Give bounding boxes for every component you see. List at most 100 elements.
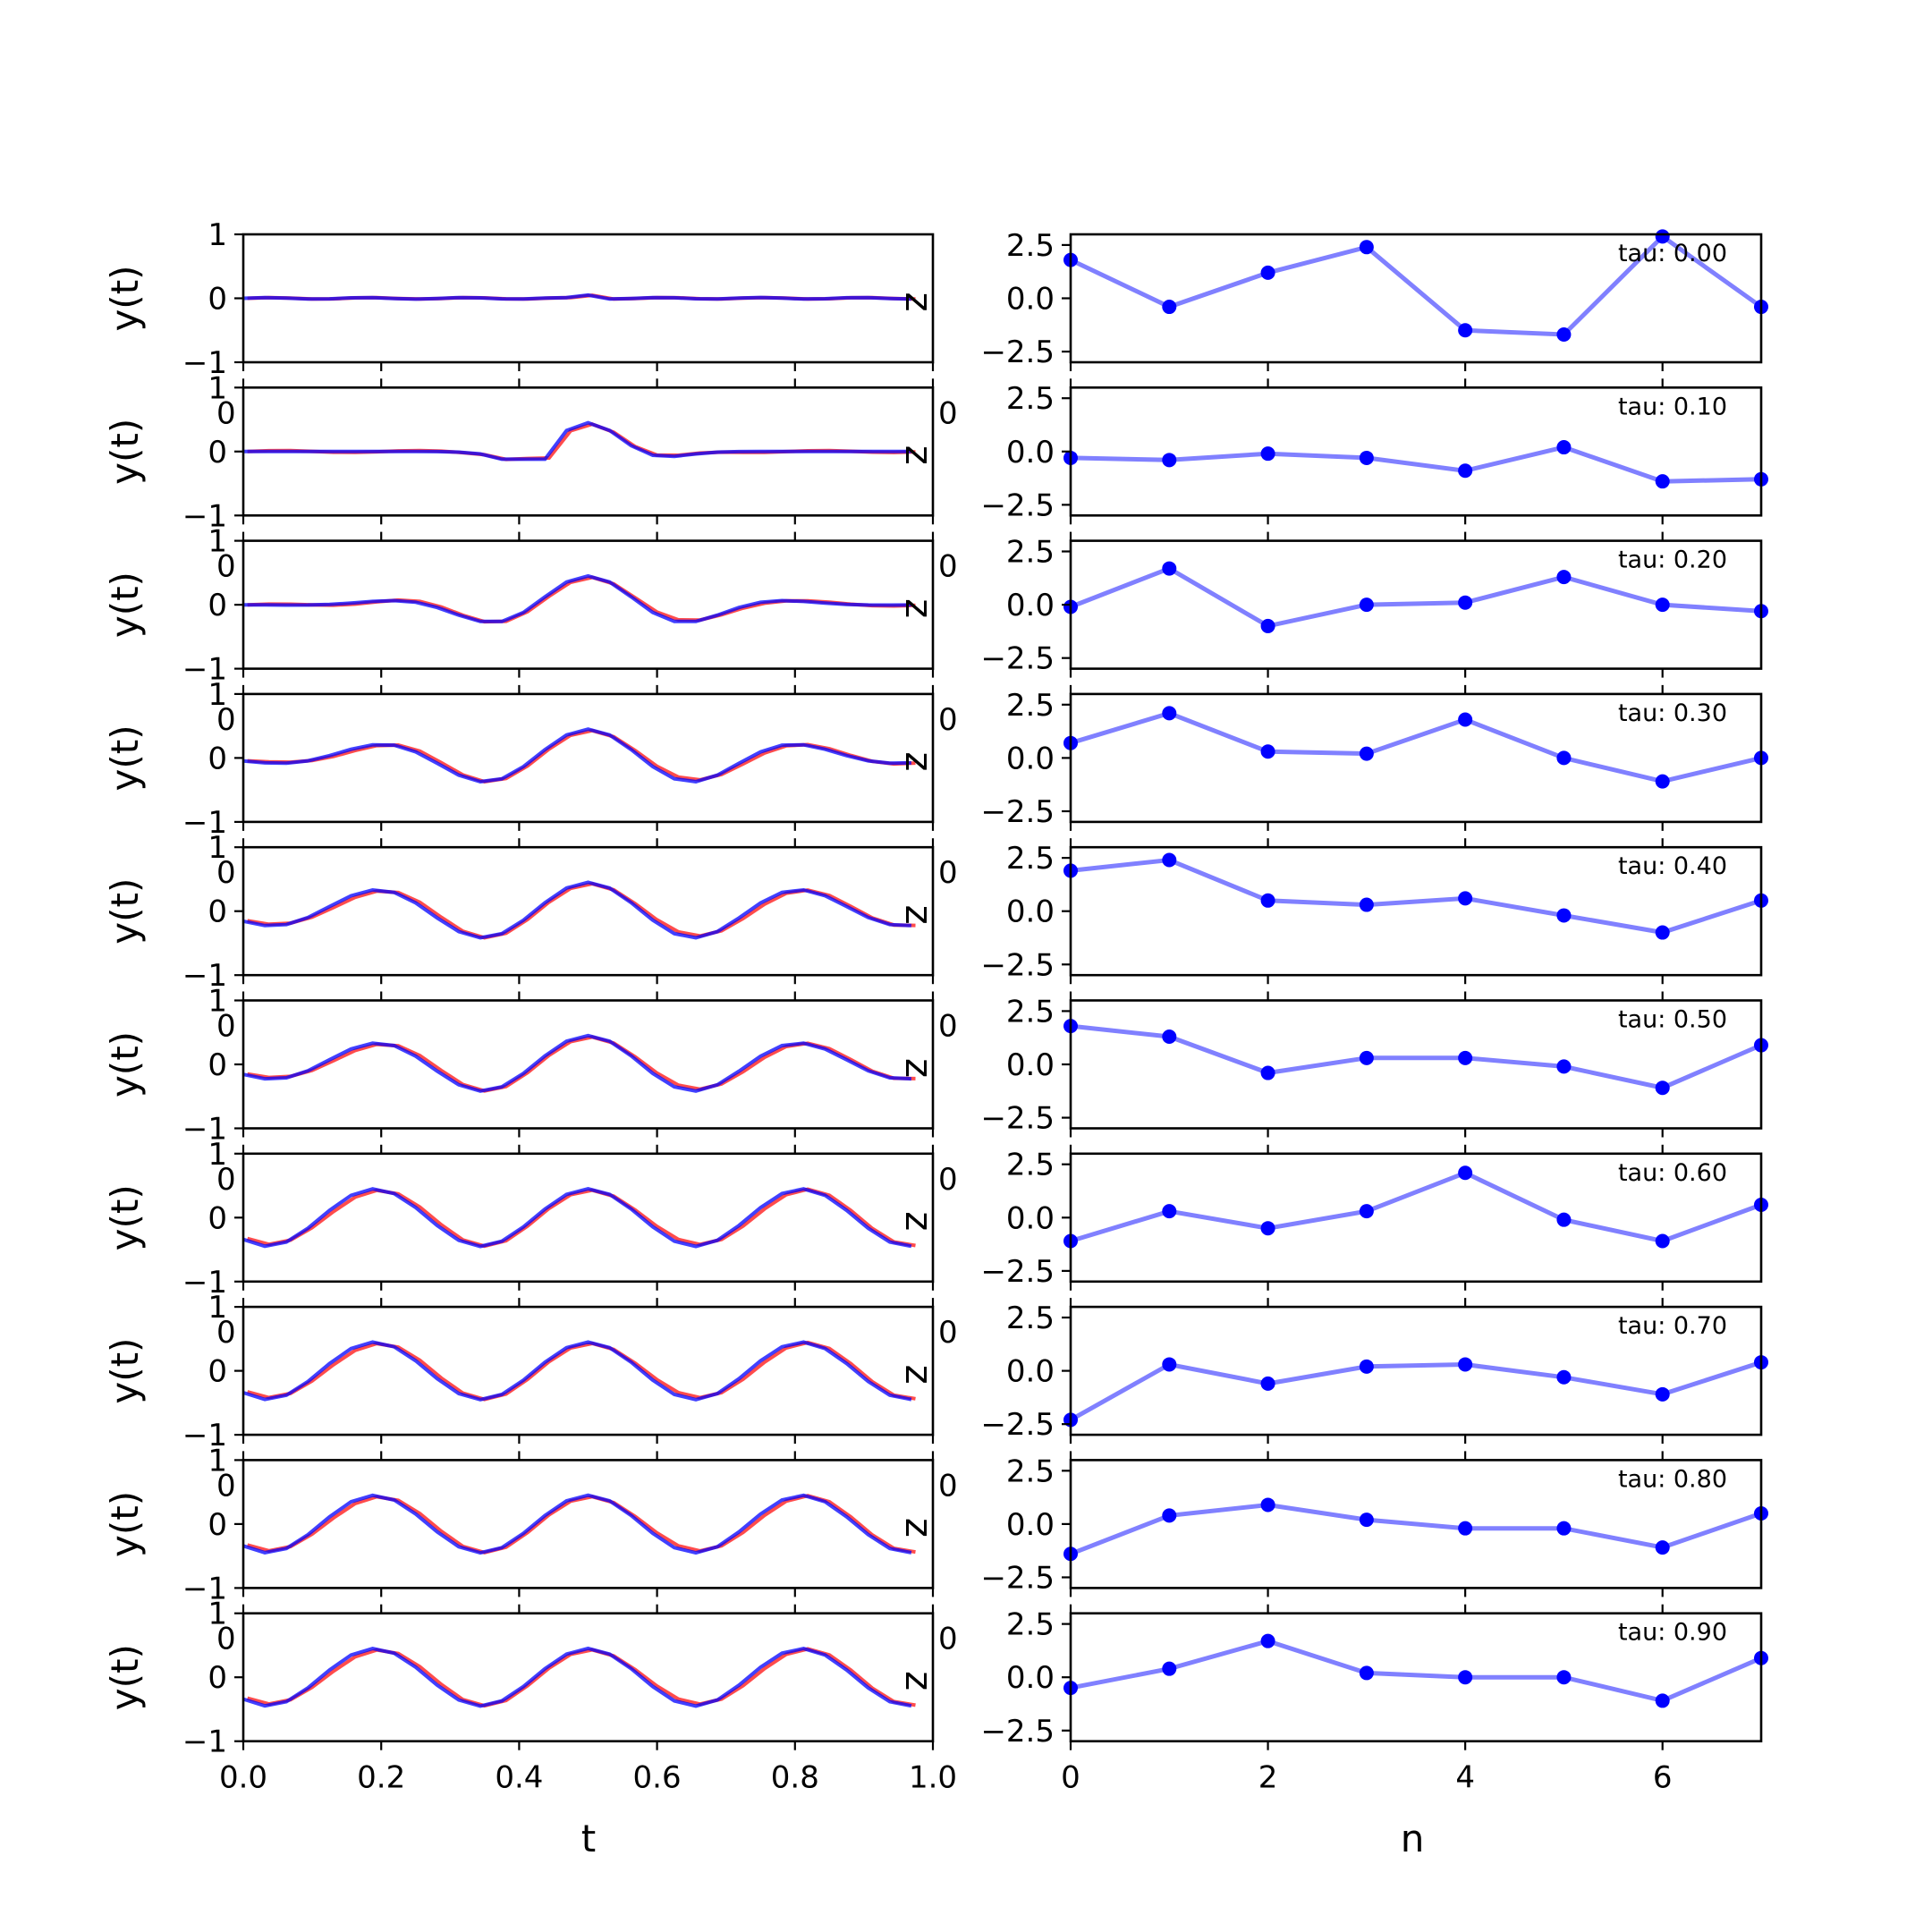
y-tick-label: 2.5 bbox=[1006, 994, 1055, 1030]
coefficient-point bbox=[1359, 1513, 1374, 1528]
coefficient-point bbox=[1162, 1030, 1177, 1045]
x-tick-label: 0.0 bbox=[219, 1760, 267, 1796]
y-tick-label: 0 bbox=[208, 894, 227, 930]
y-tick-label: 0.0 bbox=[1006, 435, 1055, 470]
coefficient-point bbox=[1458, 891, 1473, 906]
z-label: z bbox=[897, 1518, 941, 1538]
y-tick-label: 0 bbox=[208, 435, 227, 470]
right-panel-9: 2.5 0.0 −2.5 tau: 0.90 0 2 4 6 bbox=[980, 1604, 1768, 1796]
stray-tick-right: 0 bbox=[938, 549, 958, 585]
series-blue-line bbox=[242, 1033, 911, 1093]
series-blue-line bbox=[242, 1493, 912, 1555]
z-label: z bbox=[897, 751, 941, 771]
right-panel-1: 2.5 0.0 −2.5 tau: 0.10 bbox=[980, 378, 1768, 525]
left-panel-0: 1 0 −1 y(t) z bbox=[103, 217, 941, 381]
y-tick-label: 2.5 bbox=[1006, 1301, 1055, 1336]
coefficient-point bbox=[1260, 446, 1275, 462]
series-blue-line bbox=[242, 727, 911, 784]
z-label: z bbox=[897, 292, 941, 311]
coefficient-point bbox=[1556, 570, 1572, 585]
y-axis-label: y(t) bbox=[103, 1644, 147, 1710]
x-tick-label: 0.2 bbox=[357, 1760, 405, 1796]
coefficient-point bbox=[1655, 1080, 1670, 1096]
series-blue-line bbox=[242, 1187, 912, 1249]
y-tick-label: 0.0 bbox=[1006, 894, 1055, 930]
coefficient-line bbox=[1070, 1639, 1762, 1704]
coefficient-point bbox=[1359, 897, 1374, 912]
coefficient-point bbox=[1655, 1386, 1670, 1402]
coefficient-point bbox=[1359, 1204, 1374, 1219]
x-tick-label: 0.6 bbox=[633, 1760, 682, 1796]
stray-tick-right: 0 bbox=[938, 1468, 958, 1504]
stray-tick-right: 0 bbox=[938, 1315, 958, 1351]
stray-tick-right: 0 bbox=[938, 1622, 958, 1657]
coefficient-point bbox=[1655, 229, 1670, 244]
y-tick-label: −2.5 bbox=[980, 1254, 1055, 1290]
y-tick-label: 1 bbox=[208, 1137, 227, 1173]
y-tick-label: 2.5 bbox=[1006, 688, 1055, 724]
coefficient-point bbox=[1556, 327, 1572, 343]
tau-label: tau: 0.90 bbox=[1618, 1619, 1727, 1647]
tau-label: tau: 0.40 bbox=[1618, 852, 1727, 880]
coefficient-point bbox=[1260, 744, 1275, 759]
y-tick-label: −1 bbox=[182, 1265, 227, 1301]
right-panel-4: 2.5 0.0 −2.5 tau: 0.40 bbox=[980, 838, 1768, 985]
coefficient-point bbox=[1458, 1165, 1473, 1181]
left-panel-frame bbox=[242, 1152, 935, 1284]
left-panel-frame bbox=[242, 692, 935, 824]
y-tick-label: −2.5 bbox=[980, 1714, 1055, 1750]
tau-label: tau: 0.70 bbox=[1618, 1312, 1727, 1340]
coefficient-point bbox=[1655, 1233, 1670, 1249]
coefficient-line bbox=[1069, 1360, 1762, 1422]
y-tick-label: 0.0 bbox=[1006, 1354, 1055, 1390]
y-tick-label: −2.5 bbox=[980, 1560, 1055, 1596]
y-tick-label: 1 bbox=[208, 524, 227, 560]
x-tick-label: 0 bbox=[1061, 1760, 1080, 1796]
x-tick-label: 4 bbox=[1455, 1760, 1475, 1796]
x-tick-label: 6 bbox=[1653, 1760, 1673, 1796]
y-tick-label: −2.5 bbox=[980, 1407, 1055, 1443]
coefficient-point bbox=[1162, 1204, 1177, 1219]
z-label: z bbox=[897, 598, 941, 618]
y-tick-label: 0.0 bbox=[1006, 1507, 1055, 1543]
coefficient-point bbox=[1458, 1670, 1473, 1685]
coefficient-point bbox=[1162, 1508, 1177, 1523]
x-tick-label: 1.0 bbox=[909, 1760, 957, 1796]
y-tick-label: 0 bbox=[208, 1507, 227, 1543]
y-axis-label: y(t) bbox=[103, 265, 147, 331]
coefficient-point bbox=[1655, 1540, 1670, 1555]
y-tick-label: 0.0 bbox=[1006, 588, 1055, 623]
y-tick-label: 0 bbox=[208, 741, 227, 776]
y-tick-label: 1 bbox=[208, 677, 227, 713]
right-panel-7: 2.5 0.0 −2.5 tau: 0.70 bbox=[980, 1298, 1768, 1445]
y-tick-label: −2.5 bbox=[980, 335, 1055, 370]
right-panel-0: 2.5 0.0 −2.5 tau: 0.00 bbox=[980, 228, 1768, 371]
y-tick-label: 2.5 bbox=[1006, 228, 1055, 264]
right-panel-8: 2.5 0.0 −2.5 tau: 0.80 bbox=[980, 1451, 1768, 1597]
right-panel-3: 2.5 0.0 −2.5 tau: 0.30 bbox=[980, 684, 1768, 831]
left-panel-2: 10−1y(t) z0 0 bbox=[103, 524, 958, 688]
y-tick-label: 0 bbox=[208, 1047, 227, 1083]
z-label: z bbox=[897, 1365, 941, 1385]
y-tick-label: −1 bbox=[182, 345, 227, 381]
y-tick-label: 0 bbox=[208, 282, 227, 318]
y-axis-label: y(t) bbox=[103, 878, 147, 945]
coefficient-point bbox=[1260, 1497, 1275, 1513]
coefficient-line bbox=[1070, 857, 1762, 936]
stray-tick-left: 0 bbox=[216, 1315, 236, 1351]
coefficient-line bbox=[1070, 445, 1762, 484]
left-panel-1: 10−1y(t) z0 0 bbox=[103, 370, 958, 534]
coefficient-line bbox=[1070, 565, 1762, 629]
z-label: z bbox=[897, 1671, 941, 1690]
stray-tick-right: 0 bbox=[938, 1162, 958, 1198]
y-axis-label: y(t) bbox=[103, 1491, 147, 1557]
coefficient-point bbox=[1655, 925, 1670, 940]
left-panel-frame bbox=[242, 845, 935, 977]
coefficient-point bbox=[1458, 323, 1473, 338]
coefficient-point bbox=[1260, 265, 1275, 280]
left-panel-8: 10−1y(t) z0 0 bbox=[103, 1443, 958, 1606]
coefficient-point bbox=[1556, 750, 1572, 766]
coefficient-point bbox=[1359, 1665, 1374, 1681]
coefficient-point bbox=[1260, 893, 1275, 908]
